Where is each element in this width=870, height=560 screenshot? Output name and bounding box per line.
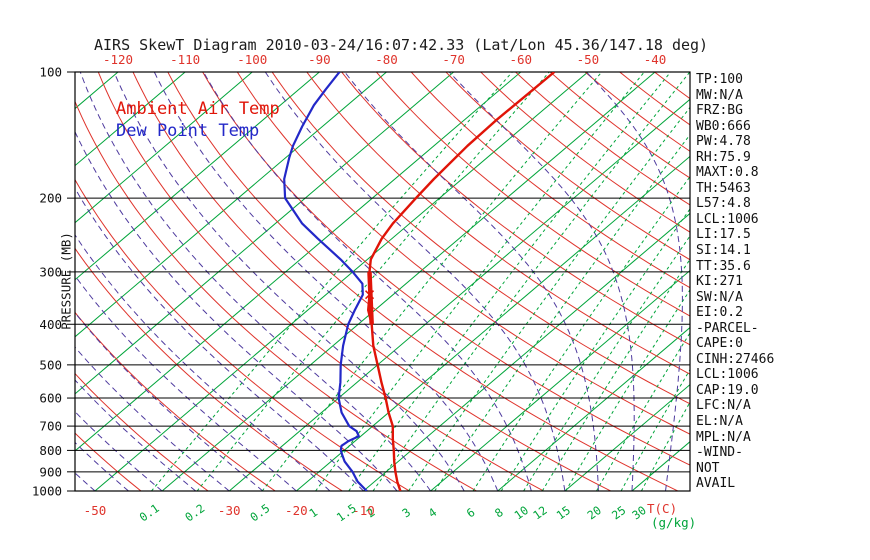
dew-point-line	[283, 72, 368, 491]
top-temp-label: -100	[237, 52, 267, 67]
bottom-temp-label: -30	[218, 503, 241, 518]
mixing-ratio-label: 1	[306, 505, 320, 520]
top-temp-label: -60	[509, 52, 532, 67]
dry-adiabat-lines	[75, 72, 690, 491]
stats-panel: TP:100 MW:N/A FRZ:BG WB0:666 PW:4.78 RH:75.9 M…	[696, 72, 774, 492]
moist-adiabat-lines	[75, 72, 683, 491]
mixing-ratio-label: 12	[530, 503, 549, 522]
pressure-tick-label: 100	[39, 65, 62, 80]
stats-line: LFC:N/A	[696, 398, 751, 414]
stats-line: KI:271	[696, 274, 743, 290]
legend-dew-point-temp: Dew Point Temp	[116, 121, 260, 141]
stats-line: MPL:N/A	[696, 429, 751, 445]
pressure-tick-label: 200	[39, 191, 62, 206]
stats-line: -PARCEL-	[696, 320, 759, 336]
top-temp-label: -50	[577, 52, 600, 67]
mixing-ratio-label: 30	[629, 503, 648, 522]
mixing-ratio-label: 10	[512, 503, 531, 522]
pressure-tick-label: 400	[39, 317, 62, 332]
stats-line: RH:75.9	[696, 149, 751, 165]
plot-title: AIRS SkewT Diagram 2010-03-24/16:07:42.3…	[94, 36, 709, 54]
mixing-ratio-label: 4	[426, 505, 440, 520]
pressure-tick-label: 500	[39, 357, 62, 372]
top-temp-label: -110	[170, 52, 200, 67]
stats-line: MW:N/A	[696, 87, 743, 103]
top-temp-label: -80	[375, 52, 398, 67]
stats-line: LCL:1006	[696, 367, 759, 383]
pressure-tick-label: 800	[39, 443, 62, 458]
bottom-temp-label: -50	[84, 503, 107, 518]
stats-line: AVAIL	[696, 476, 736, 492]
stats-line: LCL:1006	[696, 211, 759, 227]
mixing-ratio-label: 0.5	[247, 501, 272, 524]
stats-line: L57:4.8	[696, 196, 751, 212]
mixing-ratio-label: 3	[399, 505, 413, 520]
pressure-tick-label: 1000	[32, 484, 62, 499]
pressure-tick-label: 900	[39, 464, 62, 479]
stats-line: SI:14.1	[696, 243, 751, 259]
stats-line: CINH:27466	[696, 351, 775, 367]
stats-line: TT:35.6	[696, 258, 751, 274]
stats-line: NOT	[696, 460, 720, 476]
top-temp-label: -70	[442, 52, 465, 67]
profile-lines	[283, 72, 556, 491]
ambient-highlight-segment	[367, 271, 374, 325]
stats-line: MAXT:0.8	[696, 165, 759, 181]
temp-unit-label: T(C)	[647, 501, 678, 516]
stats-line: PW:4.78	[696, 134, 751, 150]
mixing-ratio-label: 25	[609, 503, 628, 522]
stats-line: -WIND-	[696, 445, 743, 461]
mixing-ratio-label: 8	[492, 505, 506, 520]
top-temp-label: -40	[644, 52, 667, 67]
top-temp-labels: -120 -110 -100 -90 -80 -70 -60 -50 -40	[103, 52, 666, 67]
stats-line: CAP:19.0	[696, 382, 759, 398]
legend-ambient-air-temp: Ambient Air Temp	[116, 99, 280, 119]
stats-line: CAPE:0	[696, 336, 743, 352]
mixing-ratio-label: 20	[585, 503, 604, 522]
bottom-temp-label: -10	[352, 503, 375, 518]
mixing-ratio-labels: 0.1 0.2 0.5 1 1.5 2 3 4 6 8 10 12 15 20 25 30	[137, 501, 649, 524]
stats-line: SW:N/A	[696, 289, 743, 305]
stats-line: TH:5463	[696, 180, 751, 196]
pressure-tick-label: 600	[39, 391, 62, 406]
ambient-temp-line	[367, 72, 556, 491]
stats-line: EI:0.2	[696, 305, 743, 321]
stats-line: TP:100	[696, 72, 743, 87]
mixing-ratio-label: 15	[554, 503, 573, 522]
pressure-axis-title: PRESSURE (MB)	[58, 232, 74, 330]
top-temp-label: -120	[103, 52, 133, 67]
stats-line: EL:N/A	[696, 414, 743, 430]
mixing-unit-label: (g/kg)	[651, 515, 697, 530]
stats-line: LI:17.5	[696, 227, 751, 243]
pressure-tick-label: 300	[39, 264, 62, 279]
bottom-temp-labels: -50 -30 -20 -10	[84, 503, 375, 518]
stats-line: WB0:666	[696, 118, 751, 134]
isotherm-lines	[75, 72, 690, 491]
pressure-axis: 100 200 300 400 500 600 700 800 900 1000	[32, 65, 691, 499]
stats-line: FRZ:BG	[696, 103, 743, 119]
bottom-temp-label: -20	[285, 503, 308, 518]
mixing-ratio-label: 0.1	[137, 501, 162, 524]
mixing-ratio-label: 0.2	[182, 501, 207, 524]
pressure-tick-label: 700	[39, 419, 62, 434]
mixing-ratio-label: 6	[464, 505, 478, 520]
mixing-ratio-label: 2	[364, 505, 378, 520]
top-temp-label: -90	[308, 52, 331, 67]
plot-border	[74, 71, 691, 492]
profile-x-marker	[365, 290, 375, 300]
